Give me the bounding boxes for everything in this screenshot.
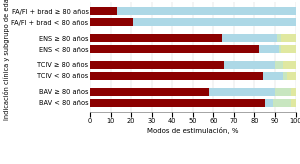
Bar <box>209 88 275 96</box>
Bar <box>90 7 117 15</box>
Bar <box>90 61 224 69</box>
Bar <box>281 45 296 53</box>
Y-axis label: Indicación clínica y subgrupo de edad: Indicación clínica y subgrupo de edad <box>3 0 10 120</box>
Bar <box>275 88 291 96</box>
Bar <box>90 34 221 42</box>
Bar <box>275 61 283 69</box>
Bar <box>90 72 262 80</box>
Bar <box>273 99 291 107</box>
Bar <box>262 72 283 80</box>
Bar <box>287 72 296 80</box>
Bar <box>291 88 296 96</box>
Bar <box>277 34 281 42</box>
Bar <box>281 34 296 42</box>
Bar <box>117 7 296 15</box>
X-axis label: Modos de estimulación, %: Modos de estimulación, % <box>147 127 238 133</box>
Bar <box>265 99 273 107</box>
Bar <box>133 18 296 26</box>
Bar <box>279 45 281 53</box>
Bar <box>90 99 265 107</box>
Bar <box>90 18 133 26</box>
Bar <box>283 72 287 80</box>
Bar <box>90 88 209 96</box>
Bar <box>221 34 277 42</box>
Bar <box>224 61 275 69</box>
Bar <box>283 61 296 69</box>
Bar <box>291 99 296 107</box>
Bar <box>259 45 279 53</box>
Bar <box>90 45 259 53</box>
